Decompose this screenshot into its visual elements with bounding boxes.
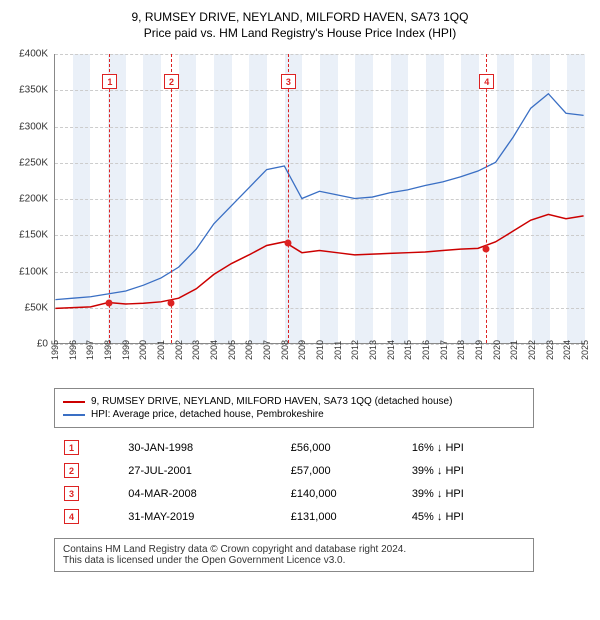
x-tick-label: 2014	[386, 340, 396, 360]
plot-area: 1 2 3 4	[54, 54, 584, 344]
legend-item-hpi: HPI: Average price, detached house, Pemb…	[63, 409, 525, 420]
marker-label: 1	[102, 74, 117, 89]
tx-marker: 2	[54, 459, 118, 482]
x-tick-label: 2010	[315, 340, 325, 360]
x-tick-label: 2025	[580, 340, 590, 360]
marker-dot	[106, 300, 113, 307]
x-tick-label: 2004	[209, 340, 219, 360]
tx-price: £131,000	[281, 505, 402, 528]
legend-swatch	[63, 401, 85, 403]
table-row: 304-MAR-2008£140,00039% ↓ HPI	[54, 482, 534, 505]
tx-marker: 4	[54, 505, 118, 528]
y-tick-label: £50K	[25, 302, 48, 313]
legend-swatch	[63, 414, 85, 416]
tx-date: 27-JUL-2001	[118, 459, 281, 482]
tx-delta: 39% ↓ HPI	[402, 482, 534, 505]
series-property	[55, 214, 583, 308]
footer-attribution: Contains HM Land Registry data © Crown c…	[54, 538, 534, 572]
tx-delta: 16% ↓ HPI	[402, 436, 534, 459]
x-tick-label: 2019	[474, 340, 484, 360]
x-tick-label: 2023	[545, 340, 555, 360]
y-tick-label: £300K	[19, 121, 48, 132]
table-row: 431-MAY-2019£131,00045% ↓ HPI	[54, 505, 534, 528]
y-tick-label: £150K	[19, 230, 48, 241]
marker-line	[288, 54, 289, 343]
marker-dot	[168, 299, 175, 306]
x-tick-label: 2024	[562, 340, 572, 360]
marker-label: 3	[281, 74, 296, 89]
chart-subtitle: Price paid vs. HM Land Registry's House …	[8, 26, 592, 40]
x-tick-label: 2006	[244, 340, 254, 360]
y-tick-label: £0	[37, 339, 48, 350]
chart-title: 9, RUMSEY DRIVE, NEYLAND, MILFORD HAVEN,…	[8, 10, 592, 24]
tx-price: £56,000	[281, 436, 402, 459]
tx-date: 31-MAY-2019	[118, 505, 281, 528]
x-tick-label: 2009	[297, 340, 307, 360]
tx-date: 04-MAR-2008	[118, 482, 281, 505]
x-tick-label: 1995	[50, 340, 60, 360]
x-tick-label: 2000	[138, 340, 148, 360]
y-tick-label: £100K	[19, 266, 48, 277]
tx-delta: 45% ↓ HPI	[402, 505, 534, 528]
legend-label: 9, RUMSEY DRIVE, NEYLAND, MILFORD HAVEN,…	[91, 396, 452, 407]
x-tick-label: 2012	[350, 340, 360, 360]
x-tick-label: 2008	[280, 340, 290, 360]
x-tick-label: 2017	[439, 340, 449, 360]
x-tick-label: 2003	[191, 340, 201, 360]
marker-line	[486, 54, 487, 343]
table-row: 130-JAN-1998£56,00016% ↓ HPI	[54, 436, 534, 459]
legend-item-property: 9, RUMSEY DRIVE, NEYLAND, MILFORD HAVEN,…	[63, 396, 525, 407]
y-tick-label: £350K	[19, 85, 48, 96]
chart-lines	[55, 54, 584, 343]
y-tick-label: £400K	[19, 49, 48, 60]
marker-label: 2	[164, 74, 179, 89]
x-axis-labels: 1995199619971998199920002001200220032004…	[54, 346, 584, 376]
marker-dot	[284, 239, 291, 246]
x-tick-label: 2018	[456, 340, 466, 360]
x-tick-label: 2016	[421, 340, 431, 360]
y-axis-labels: £0£50K£100K£150K£200K£250K£300K£350K£400…	[8, 54, 52, 344]
series-hpi	[55, 94, 583, 300]
x-tick-label: 2022	[527, 340, 537, 360]
tx-price: £140,000	[281, 482, 402, 505]
footer-line: This data is licensed under the Open Gov…	[63, 555, 525, 566]
tx-price: £57,000	[281, 459, 402, 482]
tx-marker: 3	[54, 482, 118, 505]
transactions-table: 130-JAN-1998£56,00016% ↓ HPI227-JUL-2001…	[54, 436, 534, 528]
x-tick-label: 1997	[85, 340, 95, 360]
chart: £0 £50K £100K £150K £200K £250K £300K £350K £400…	[8, 48, 592, 378]
x-tick-label: 2002	[174, 340, 184, 360]
y-tick-label: £250K	[19, 157, 48, 168]
x-tick-label: 2013	[368, 340, 378, 360]
x-tick-label: 2015	[403, 340, 413, 360]
footer-line: Contains HM Land Registry data © Crown c…	[63, 544, 525, 555]
x-tick-label: 2005	[227, 340, 237, 360]
x-tick-label: 2007	[262, 340, 272, 360]
x-tick-label: 1999	[121, 340, 131, 360]
x-tick-label: 1996	[68, 340, 78, 360]
x-tick-label: 1998	[103, 340, 113, 360]
x-tick-label: 2001	[156, 340, 166, 360]
y-tick-label: £200K	[19, 194, 48, 205]
x-tick-label: 2021	[509, 340, 519, 360]
x-tick-label: 2011	[333, 341, 343, 360]
legend-label: HPI: Average price, detached house, Pemb…	[91, 409, 324, 420]
transactions-body: 130-JAN-1998£56,00016% ↓ HPI227-JUL-2001…	[54, 436, 534, 528]
marker-dot	[483, 246, 490, 253]
table-row: 227-JUL-2001£57,00039% ↓ HPI	[54, 459, 534, 482]
x-tick-label: 2020	[492, 340, 502, 360]
tx-delta: 39% ↓ HPI	[402, 459, 534, 482]
tx-date: 30-JAN-1998	[118, 436, 281, 459]
tx-marker: 1	[54, 436, 118, 459]
marker-label: 4	[479, 74, 494, 89]
legend: 9, RUMSEY DRIVE, NEYLAND, MILFORD HAVEN,…	[54, 388, 534, 428]
